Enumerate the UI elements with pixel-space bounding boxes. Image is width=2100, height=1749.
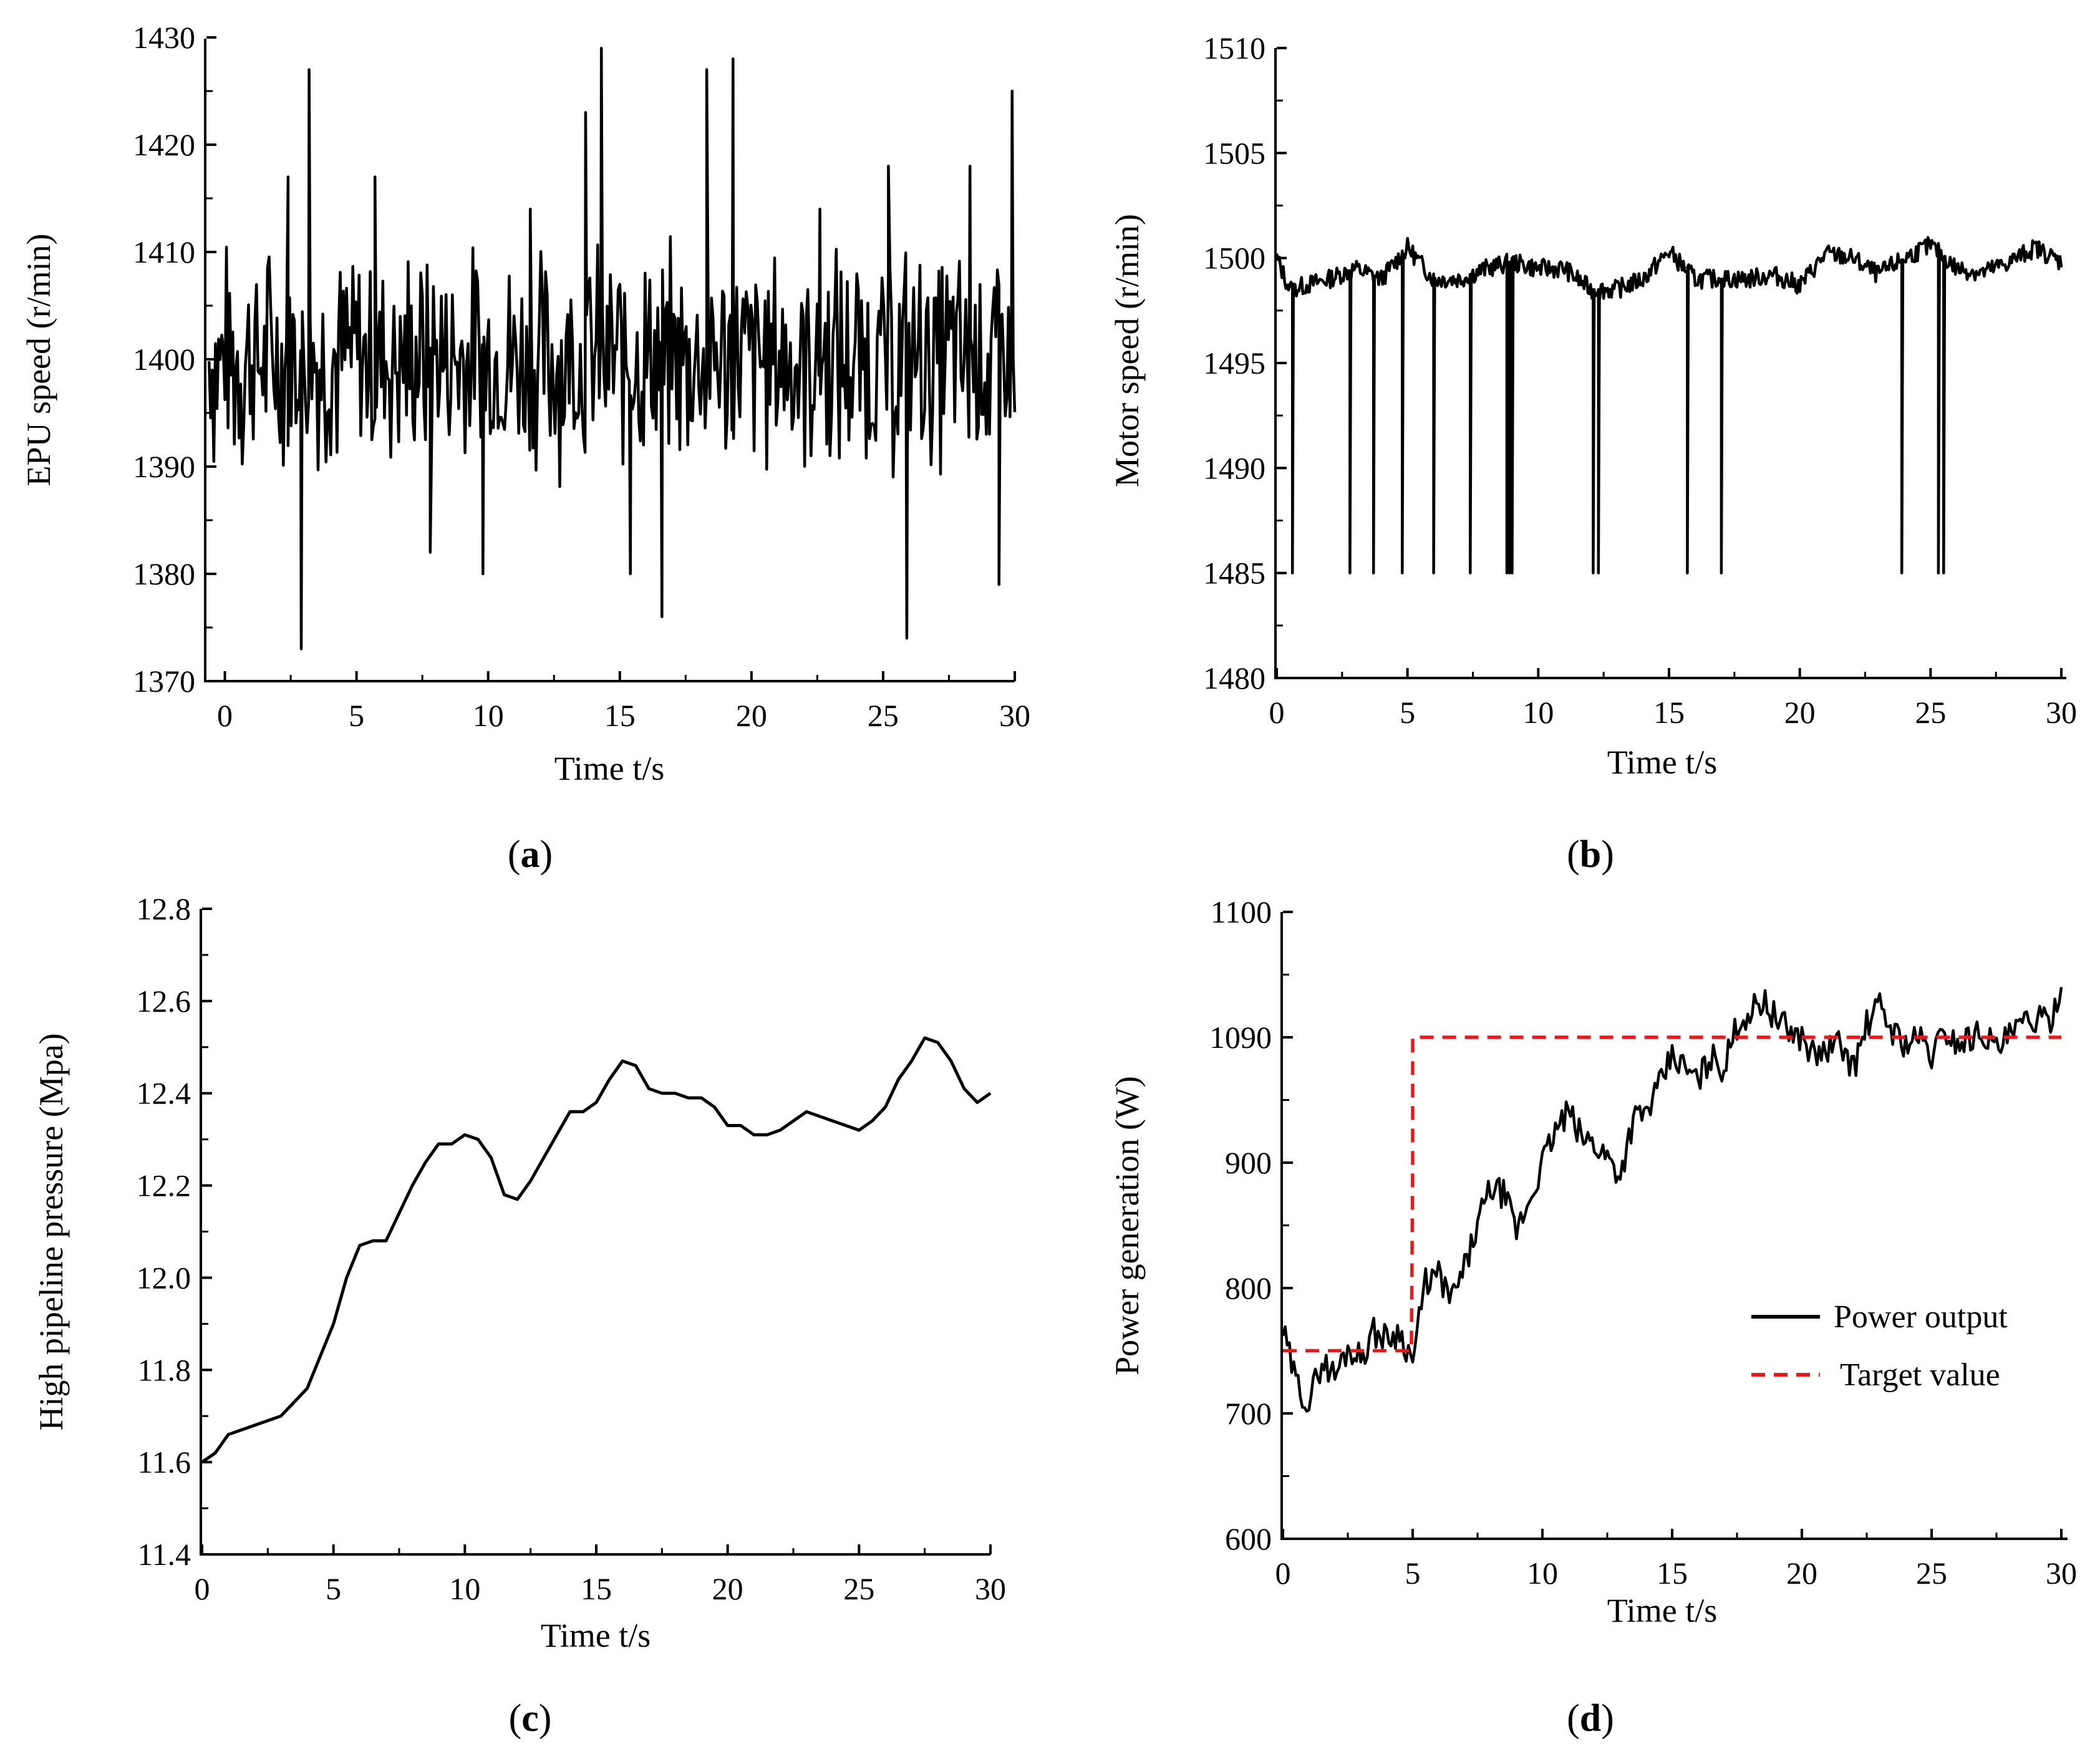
panel-c: 11.4 11.6 11.8 12.0 12.2 12.4 12.6 12.8 0 5 10 15 2… [32, 891, 1006, 1740]
d-xtick-label: 10 [1527, 1556, 1558, 1591]
b-xtick-label: 15 [1653, 695, 1685, 730]
a-xtick-label: 30 [999, 698, 1030, 733]
b-ytick-label: 1480 [1203, 661, 1265, 695]
panel-a-caption: (a) [508, 833, 553, 876]
a-ytick-label: 1420 [133, 127, 195, 162]
panel-b-series [1275, 236, 2063, 574]
c-ytick-label: 11.4 [137, 1537, 191, 1572]
c-ytick-label: 12.8 [137, 891, 191, 926]
panel-c-series [201, 1036, 992, 1464]
a-xtick-label: 20 [736, 698, 767, 733]
panel-d: 600 700 800 900 1090 1100 0 5 10 15 20 25 30 Power … [1108, 894, 2077, 1740]
b-ytick-label: 1500 [1203, 241, 1265, 276]
panel-c-y-axis-label: High pipeline pressure (Mpa) [32, 1033, 70, 1430]
panel-a-y-ticks: 1370 1380 1390 1400 1410 1420 1430 [133, 20, 216, 699]
d-ytick-label: 800 [1225, 1271, 1272, 1306]
panel-c-x-axis-label: Time t/s [541, 1617, 651, 1654]
panel-a-x-ticks: 0 5 10 15 20 25 30 [217, 671, 1030, 733]
panel-b: 1480 1485 1490 1495 1500 1505 1510 0 5 10 15 20 25 3… [1108, 31, 2077, 876]
c-ytick-label: 11.6 [137, 1445, 191, 1480]
panel-d-frame-left [1280, 912, 1283, 1539]
target-value-line [1283, 1035, 2061, 1353]
b-xtick-label: 20 [1784, 695, 1816, 730]
panel-a-y-axis-label: EPU speed (r/min) [20, 234, 57, 487]
panel-c-x-ticks: 0 5 10 15 20 25 30 [195, 1544, 1006, 1606]
a-ytick-label: 1410 [133, 235, 195, 269]
b-ytick-label: 1490 [1203, 450, 1265, 485]
panel-d-frame-bottom [1280, 1538, 2068, 1540]
panel-a-series [207, 46, 1017, 651]
c-ytick-label: 12.6 [137, 984, 191, 1019]
panel-d-caption: (d) [1567, 1697, 1614, 1740]
panel-a-frame-left [204, 39, 206, 681]
d-xtick-label: 30 [2046, 1556, 2077, 1591]
a-ytick-label: 1370 [133, 664, 195, 699]
panel-d-y-ticks: 600 700 800 900 1090 1100 [1209, 894, 1293, 1556]
c-xtick-label: 30 [975, 1571, 1006, 1606]
d-xtick-label: 25 [1916, 1556, 1947, 1591]
d-xtick-label: 20 [1786, 1556, 1817, 1591]
b-xtick-label: 5 [1400, 695, 1415, 730]
panel-a-frame-bottom [204, 680, 1015, 682]
c-ytick-label: 12.0 [137, 1260, 191, 1295]
panel-b-y-axis-label: Motor speed (r/min) [1108, 214, 1146, 487]
a-xtick-label: 25 [868, 698, 899, 733]
d-xtick-label: 15 [1657, 1556, 1688, 1591]
b-xtick-label: 10 [1522, 695, 1554, 730]
power-output-line [1281, 987, 2063, 1413]
d-ytick-label: 900 [1225, 1145, 1272, 1180]
panel-b-frame-left [1274, 48, 1277, 678]
c-ytick-label: 12.4 [137, 1076, 191, 1111]
panel-a: 1370 1380 1390 1400 1410 1420 1430 0 5 10 15 20 25 3… [20, 20, 1030, 876]
b-xtick-label: 30 [2046, 695, 2077, 730]
panel-c-caption: (c) [509, 1697, 552, 1740]
panel-d-x-axis-label: Time t/s [1607, 1592, 1718, 1629]
a-ytick-label: 1380 [133, 556, 195, 591]
b-xtick-label: 0 [1269, 695, 1285, 730]
d-xtick-label: 0 [1275, 1556, 1291, 1591]
b-ytick-label: 1495 [1203, 346, 1265, 380]
d-ytick-label: 1100 [1211, 894, 1272, 929]
epu-speed-line [207, 46, 1017, 651]
d-ytick-label: 1090 [1209, 1020, 1272, 1055]
a-xtick-label: 15 [604, 698, 636, 733]
a-ytick-label: 1390 [133, 449, 195, 484]
b-ytick-label: 1505 [1203, 135, 1265, 170]
panel-d-y-axis-label: Power generation (W) [1108, 1076, 1146, 1375]
legend-target-value-label: Target value [1840, 1357, 2000, 1393]
c-xtick-label: 15 [581, 1571, 612, 1606]
panel-d-legend: Power output Target value [1751, 1299, 2008, 1393]
b-xtick-label: 25 [1915, 695, 1946, 730]
panel-a-x-axis-label: Time t/s [554, 750, 665, 787]
c-xtick-label: 10 [449, 1571, 480, 1606]
panel-b-caption: (b) [1567, 833, 1614, 876]
a-xtick-label: 0 [217, 698, 233, 733]
panel-c-frame-left [200, 909, 202, 1554]
panel-b-y-ticks: 1480 1485 1490 1495 1500 1505 1510 [1203, 31, 1287, 695]
c-xtick-label: 5 [326, 1571, 341, 1606]
a-ytick-label: 1430 [133, 20, 195, 55]
panel-c-y-ticks: 11.4 11.6 11.8 12.0 12.2 12.4 12.6 12.8 [137, 891, 212, 1572]
b-ytick-label: 1485 [1203, 556, 1265, 591]
c-xtick-label: 25 [843, 1571, 874, 1606]
a-xtick-label: 5 [349, 698, 364, 733]
c-xtick-label: 0 [195, 1571, 210, 1606]
d-ytick-label: 700 [1225, 1396, 1272, 1431]
d-xtick-label: 5 [1405, 1556, 1421, 1591]
a-xtick-label: 10 [473, 698, 504, 733]
panel-d-series [1281, 987, 2063, 1413]
a-ytick-label: 1400 [133, 342, 195, 377]
panel-b-x-axis-label: Time t/s [1607, 744, 1718, 781]
b-ytick-label: 1510 [1203, 31, 1265, 65]
d-ytick-label: 600 [1225, 1521, 1272, 1556]
panel-d-x-ticks: 0 5 10 15 20 25 30 [1275, 1529, 2077, 1591]
c-xtick-label: 20 [712, 1571, 743, 1606]
panel-b-x-ticks: 0 5 10 15 20 25 30 [1269, 668, 2077, 730]
legend-power-output-label: Power output [1834, 1299, 2008, 1335]
motor-speed-line [1275, 236, 2063, 574]
pressure-line [201, 1036, 992, 1464]
c-ytick-label: 12.2 [137, 1168, 191, 1203]
c-ytick-label: 11.8 [137, 1352, 191, 1387]
